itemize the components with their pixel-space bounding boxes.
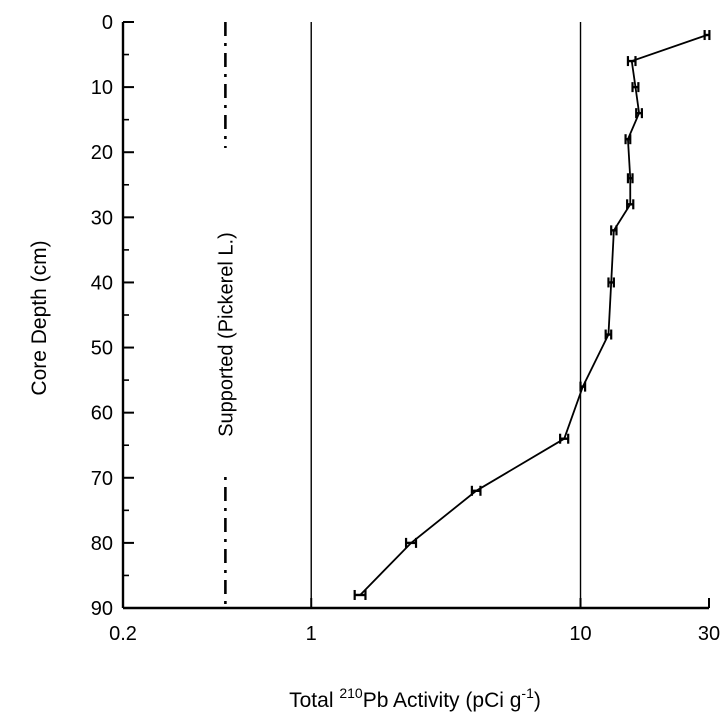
y-tick-label: 40 bbox=[91, 272, 113, 294]
x-axis-title-part: Pb Activity (pCi g bbox=[363, 689, 522, 712]
data-point bbox=[626, 56, 637, 67]
y-tick-label: 0 bbox=[102, 12, 113, 34]
data-point bbox=[404, 537, 418, 548]
data-point bbox=[635, 108, 643, 119]
x-tick-label: 30 bbox=[698, 623, 720, 645]
ticks: 0 10 20 30 40 50 60 70 80 90 0.2 1 10 30 bbox=[91, 12, 720, 645]
x-axis-title-superscript: 210 bbox=[339, 685, 363, 701]
data-point bbox=[559, 433, 570, 444]
supported-line-group: Supported (Pickerel L.) bbox=[211, 22, 240, 608]
data-point bbox=[624, 134, 632, 145]
y-axis-title: Core Depth (cm) bbox=[28, 240, 51, 395]
data-point bbox=[610, 225, 618, 236]
x-axis-title-part: ) bbox=[534, 689, 541, 712]
data-point bbox=[631, 82, 640, 93]
x-axis-title-part: Total bbox=[289, 689, 339, 712]
y-tick-label: 60 bbox=[91, 403, 113, 425]
data-point bbox=[607, 277, 615, 288]
supported-label: Supported (Pickerel L.) bbox=[215, 232, 237, 437]
data-point bbox=[470, 485, 482, 496]
y-tick-label: 30 bbox=[91, 207, 113, 229]
data-point bbox=[703, 30, 711, 41]
y-tick-label: 90 bbox=[91, 598, 113, 620]
gridlines bbox=[310, 22, 582, 608]
series-line bbox=[359, 34, 708, 596]
x-tick-label: 10 bbox=[569, 623, 591, 645]
axes bbox=[121, 22, 709, 610]
data-point bbox=[626, 199, 635, 210]
y-tick-label: 50 bbox=[91, 338, 113, 360]
data-point bbox=[353, 589, 367, 600]
x-axis-title: Total 210Pb Activity (pCi g-1) bbox=[289, 685, 541, 712]
y-tick-label: 20 bbox=[91, 142, 113, 164]
x-axis-title-superscript: -1 bbox=[521, 685, 534, 701]
data-point bbox=[626, 173, 634, 184]
data-point bbox=[579, 381, 587, 392]
y-tick-label: 80 bbox=[91, 533, 113, 555]
data-series bbox=[353, 30, 711, 600]
y-tick-label: 10 bbox=[91, 77, 113, 99]
data-point bbox=[604, 329, 613, 340]
x-tick-label: 0.2 bbox=[109, 623, 137, 645]
x-tick-label: 1 bbox=[306, 623, 317, 645]
supported-label-bg bbox=[211, 148, 240, 470]
y-tick-label: 70 bbox=[91, 468, 113, 490]
